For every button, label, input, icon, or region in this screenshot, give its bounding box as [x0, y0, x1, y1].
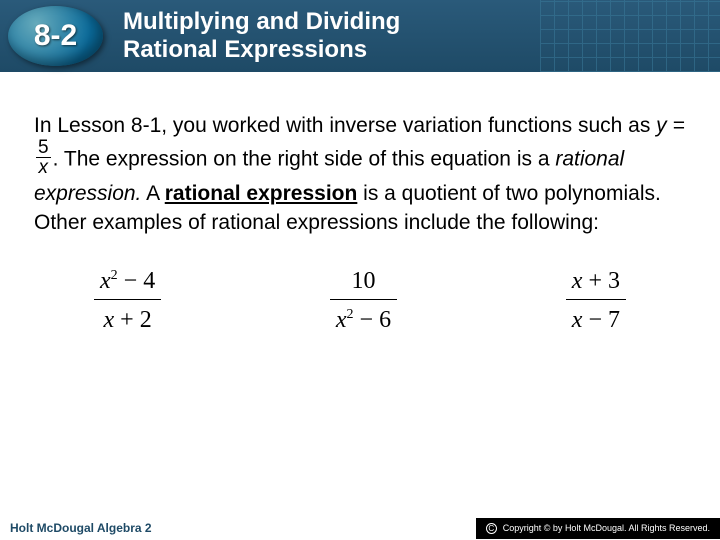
lesson-title: Multiplying and Dividing Rational Expres…: [123, 8, 400, 63]
expr-numerator: x2 − 4: [94, 265, 161, 300]
expr-numerator: x + 3: [566, 265, 626, 300]
expr-numerator: 10: [330, 265, 397, 300]
header-grid-decoration: [540, 0, 720, 72]
rational-expression-1: x2 − 4 x + 2: [94, 265, 161, 337]
book-title: Holt McDougal Algebra 2: [0, 521, 152, 535]
expr-denominator: x − 7: [566, 300, 626, 336]
rational-expression-3: x + 3 x − 7: [566, 265, 626, 337]
text-segment: . The expression on the right side of th…: [53, 148, 556, 171]
page-footer: Holt McDougal Algebra 2 C Copyright © by…: [0, 516, 720, 540]
copyright-bar: C Copyright © by Holt McDougal. All Righ…: [476, 518, 720, 539]
lesson-body: In Lesson 8-1, you worked with inverse v…: [0, 72, 720, 337]
fraction-denominator: x: [36, 158, 51, 178]
title-line-1: Multiplying and Dividing: [123, 8, 400, 35]
rational-expression-2: 10 x2 − 6: [330, 265, 397, 337]
copyright-icon: C: [486, 523, 497, 534]
title-line-2: Rational Expressions: [123, 36, 367, 63]
equation-lhs: y =: [656, 114, 685, 137]
copyright-text: Copyright © by Holt McDougal. All Rights…: [503, 523, 710, 533]
lesson-number-badge: 8-2: [8, 6, 103, 66]
example-expressions-row: x2 − 4 x + 2 10 x2 − 6 x + 3 x − 7: [34, 237, 686, 337]
term-rational-expression-defined: rational expression: [165, 182, 358, 205]
intro-paragraph: In Lesson 8-1, you worked with inverse v…: [34, 112, 686, 237]
fraction-numerator: 5: [36, 138, 51, 158]
lesson-header: 8-2 Multiplying and Dividing Rational Ex…: [0, 0, 720, 72]
text-segment: In Lesson 8-1, you worked with inverse v…: [34, 114, 656, 137]
expr-denominator: x + 2: [94, 300, 161, 336]
expr-denominator: x2 − 6: [330, 300, 397, 336]
lesson-number: 8-2: [34, 19, 77, 53]
inline-fraction: 5x: [36, 138, 51, 178]
text-segment: A: [141, 182, 164, 205]
